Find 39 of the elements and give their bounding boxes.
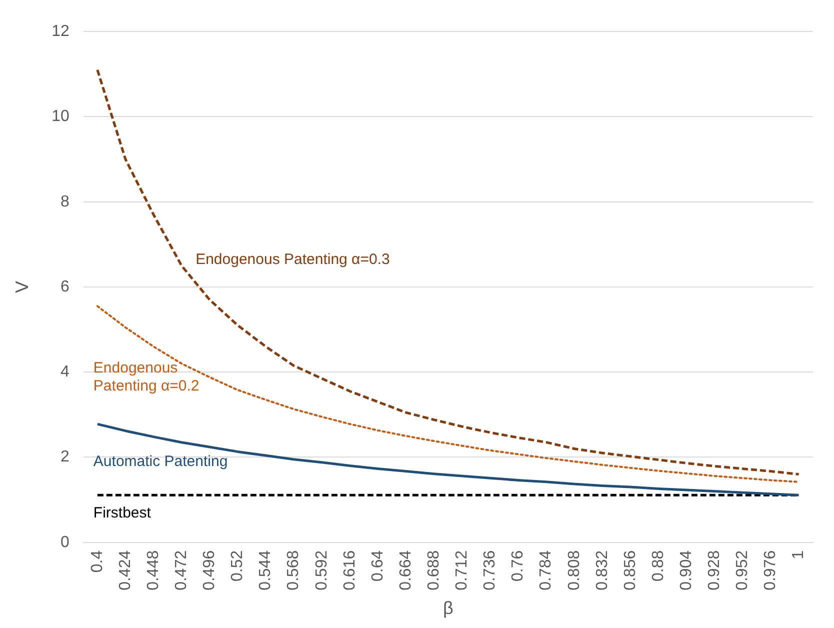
y-tick-label: 6 — [60, 278, 70, 296]
x-tick-label: 0.928 — [706, 550, 724, 590]
x-tick-label: 0.808 — [566, 550, 583, 590]
x-axis-title: β — [442, 598, 454, 618]
x-tick-label: 0.664 — [397, 550, 414, 590]
x-tick-label: 0.424 — [116, 550, 134, 590]
x-tick-label: 0.688 — [425, 550, 442, 590]
x-tick-label: 0.64 — [369, 550, 386, 582]
y-tick-label: 12 — [52, 23, 70, 40]
x-tick-label: 0.76 — [510, 550, 527, 582]
x-tick-label: 0.976 — [762, 550, 780, 590]
y-tick-label: 8 — [60, 193, 70, 210]
x-tick-label: 0.544 — [257, 550, 274, 590]
y-tick-label: 2 — [60, 448, 70, 466]
x-tick-label: 0.472 — [172, 550, 190, 590]
series-label: Automatic Patenting — [93, 453, 228, 470]
x-tick-label: 0.592 — [313, 550, 330, 590]
series-label: Endogenous Patenting α=0.3 — [196, 250, 390, 268]
y-tick-label: 4 — [60, 364, 70, 381]
x-tick-label: 0.712 — [454, 550, 471, 590]
y-axis-title: V — [12, 280, 32, 293]
series-label: Firstbest — [93, 504, 152, 522]
x-tick-label: 0.736 — [482, 550, 499, 590]
x-tick-label: 0.448 — [144, 550, 162, 590]
x-tick-label: 1 — [790, 550, 808, 560]
x-tick-label: 0.568 — [285, 550, 302, 590]
x-tick-label: 0.832 — [594, 550, 611, 590]
y-tick-label: 0 — [60, 534, 70, 551]
x-tick-label: 0.4 — [88, 550, 106, 573]
series-label: Endogenous Patenting α=0.2 — [93, 359, 200, 394]
x-tick-label: 0.904 — [678, 550, 695, 590]
x-tick-label: 0.88 — [650, 550, 667, 582]
x-tick-label: 0.784 — [538, 550, 555, 590]
x-tick-label: 0.952 — [734, 550, 752, 590]
x-tick-label: 0.52 — [229, 550, 246, 582]
x-tick-label: 0.496 — [201, 550, 218, 590]
y-tick-label: 10 — [52, 108, 70, 126]
x-tick-label: 0.856 — [622, 550, 639, 590]
x-tick-label: 0.616 — [341, 550, 358, 590]
